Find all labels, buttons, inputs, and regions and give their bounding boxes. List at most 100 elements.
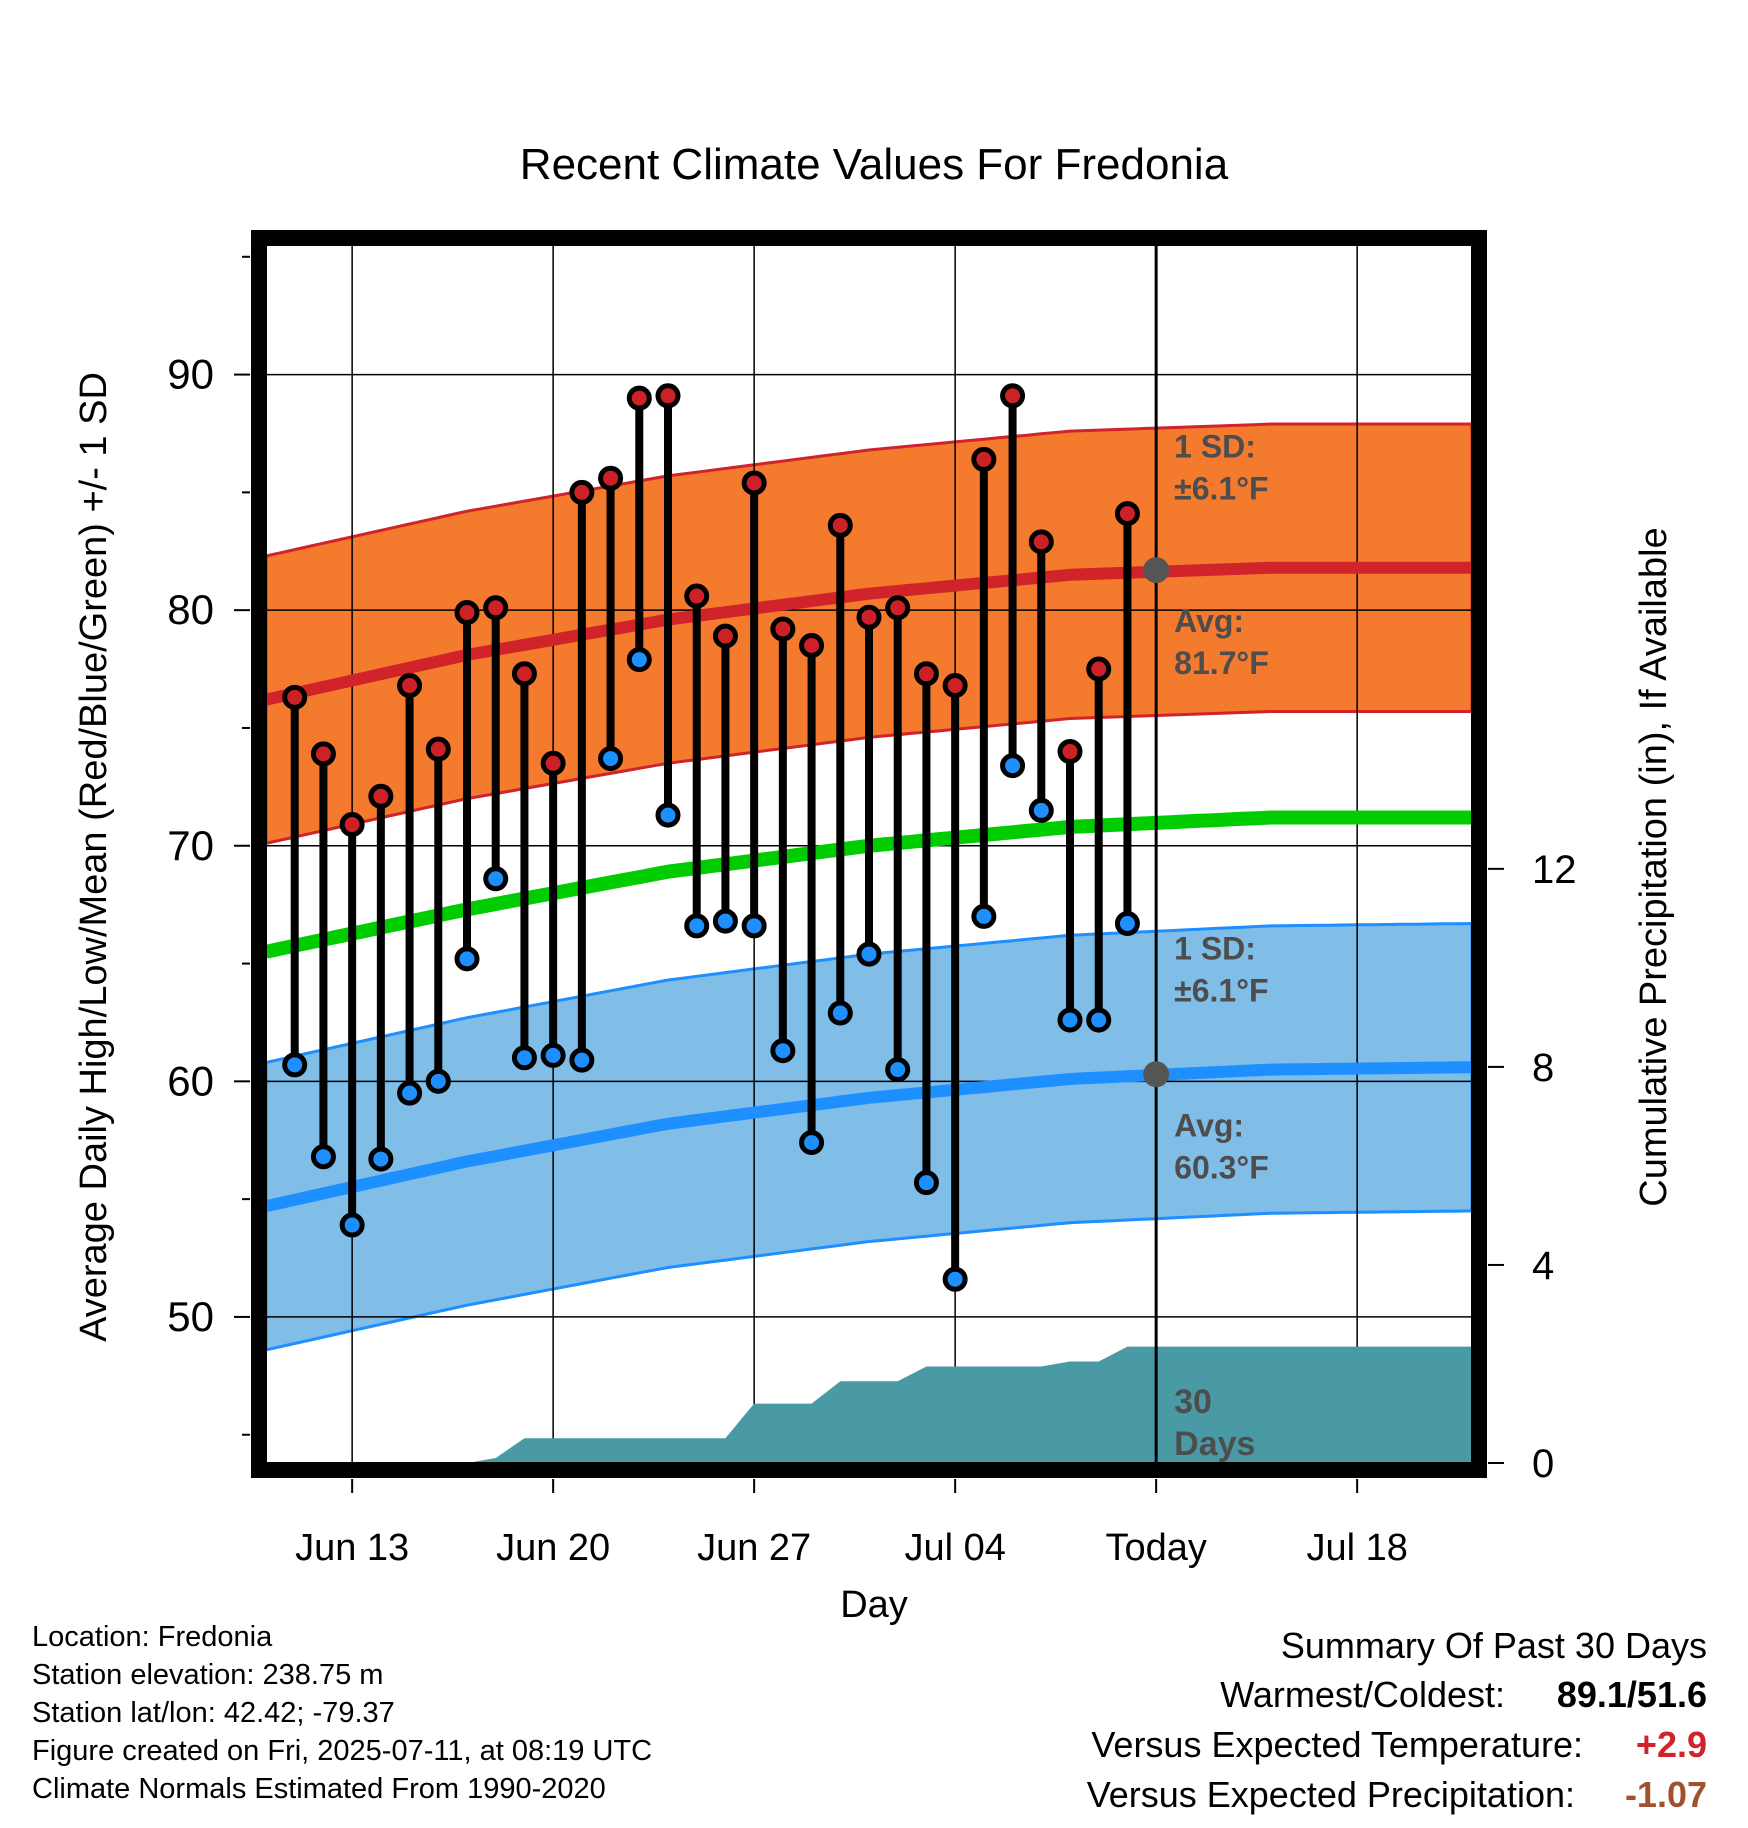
y-left-tick-label: 50 <box>167 1293 214 1340</box>
daily-low-point <box>799 1130 825 1156</box>
high-sd-label: 1 SD: <box>1174 428 1256 464</box>
daily-low-point <box>282 1052 308 1078</box>
warmest-coldest-label: Warmest/Coldest: <box>1220 1674 1505 1715</box>
x-tick-label: Today <box>1105 1527 1206 1569</box>
daily-high-point <box>397 673 423 699</box>
low-avg-label: 60.3°F <box>1174 1149 1269 1185</box>
daily-low-point <box>942 1266 968 1292</box>
y-left-tick-label: 80 <box>167 586 214 633</box>
daily-low-point <box>1000 753 1026 779</box>
y-right-tick-label: 12 <box>1532 848 1577 892</box>
daily-high-point <box>598 465 624 491</box>
created-text: Figure created on Fri, 2025-07-11, at 08… <box>32 1735 653 1767</box>
y-left-tick-label: 60 <box>167 1057 214 1104</box>
precipitation-area <box>266 1346 1472 1463</box>
low-sd-label: 1 SD: <box>1174 930 1256 966</box>
daily-high-point <box>684 583 710 609</box>
daily-high-point <box>339 812 365 838</box>
x-axis-label: Day <box>840 1584 908 1626</box>
daily-high-point <box>712 623 738 649</box>
value-separator: / <box>1626 1674 1637 1715</box>
precipitation-value: -1.07 <box>1624 1774 1707 1815</box>
y-left-tick-label: 70 <box>167 822 214 869</box>
low-avg-label: Avg: <box>1174 1107 1244 1143</box>
daily-low-point <box>569 1047 595 1073</box>
daily-low-point <box>655 802 681 828</box>
daily-low-point <box>712 908 738 934</box>
coldest-value: 51.6 <box>1636 1674 1707 1715</box>
chart-title: Recent Climate Values For Fredonia <box>520 140 1229 189</box>
daily-low-point <box>1057 1007 1083 1033</box>
x-tick-label: Jun 27 <box>697 1527 811 1569</box>
daily-high-point <box>885 595 911 621</box>
daily-low-point <box>540 1042 566 1068</box>
today-low-avg-dot <box>1143 1061 1170 1088</box>
high-sd-label: ±6.1°F <box>1174 470 1268 506</box>
daily-low-point <box>598 746 624 772</box>
temperature-label: Versus Expected Temperature: <box>1091 1724 1583 1765</box>
warmest-coldest-value: 89.1/51.6 <box>1533 1670 1707 1720</box>
daily-high-point <box>368 783 394 809</box>
daily-high-point <box>282 684 308 710</box>
x-tick-label: Jul 04 <box>904 1527 1005 1569</box>
x-tick-label: Jun 20 <box>496 1527 610 1569</box>
daily-low-point <box>511 1045 537 1071</box>
daily-high-point <box>827 512 853 538</box>
y-right-tick-label: 0 <box>1532 1442 1554 1486</box>
daily-low-point <box>339 1212 365 1238</box>
high-avg-label: 81.7°F <box>1174 645 1269 681</box>
station-info: Location: Fredonia Station elevation: 23… <box>32 1618 652 1808</box>
period-label: 30 <box>1174 1383 1212 1421</box>
daily-low-point <box>827 1000 853 1026</box>
avg-low-line <box>264 1061 1473 1213</box>
y-left-tick-label: 90 <box>167 351 214 398</box>
daily-high-point <box>856 604 882 630</box>
daily-low-point <box>885 1057 911 1083</box>
daily-low-point <box>397 1080 423 1106</box>
warmest-coldest-row: Warmest/Coldest: 89.1/51.6 <box>1087 1670 1707 1720</box>
daily-low-point <box>856 941 882 967</box>
daily-high-point <box>1086 656 1112 682</box>
y-right-tick-label: 8 <box>1532 1046 1554 1090</box>
summary-title: Summary Of Past 30 Days <box>1280 1625 1707 1666</box>
daily-high-point <box>1057 739 1083 765</box>
elevation-text: Station elevation: 238.75 m <box>32 1659 384 1691</box>
daily-low-point <box>1028 797 1054 823</box>
x-tick-label: Jun 13 <box>295 1527 409 1569</box>
today-marker <box>1143 245 1170 1463</box>
daily-high-point <box>626 385 652 411</box>
daily-low-point <box>971 903 997 929</box>
annotations: 1 SD: ±6.1°F Avg: 81.7°F 1 SD: ±6.1°F Avg: 60.3… <box>1174 428 1269 1463</box>
daily-high-point <box>1114 501 1140 527</box>
temperature-value: +2.9 <box>1635 1724 1707 1765</box>
today-high-avg-dot <box>1143 557 1170 584</box>
precipitation-row: Versus Expected Precipitation: -1.07 <box>1087 1770 1707 1820</box>
daily-low-point <box>770 1038 796 1064</box>
daily-low-point <box>626 647 652 673</box>
daily-low-point <box>454 946 480 972</box>
high-avg-label: Avg: <box>1174 603 1244 639</box>
plot-border <box>251 230 1487 1478</box>
plot-frame <box>251 230 1487 1478</box>
daily-high-point <box>569 479 595 505</box>
daily-low-point <box>1086 1007 1112 1033</box>
daily-low-point <box>741 913 767 939</box>
daily-bars <box>282 383 1140 1292</box>
low-sd-band <box>264 921 1474 1352</box>
period-label: Days <box>1174 1425 1255 1463</box>
daily-high-point <box>913 661 939 687</box>
daily-high-point <box>454 600 480 626</box>
daily-high-point <box>741 470 767 496</box>
daily-low-point <box>310 1144 336 1170</box>
daily-high-point <box>942 673 968 699</box>
summary-panel: Summary Of Past 30 Days Warmest/Coldest:… <box>1087 1622 1707 1820</box>
y-left-axis-label: Average Daily High/Low/Mean (Red/Blue/Gr… <box>73 372 115 1342</box>
daily-high-point <box>483 595 509 621</box>
daily-high-point <box>540 750 566 776</box>
daily-low-point <box>425 1068 451 1094</box>
axes: 50 60 70 80 90 0 4 8 12 Jun 13 Jun 20 Jun 27 Jul 04 T… <box>73 255 1675 1626</box>
daily-low-point <box>684 913 710 939</box>
y-right-axis-label: Cumulative Precipitation (in), If Availa… <box>1633 527 1675 1206</box>
normals-text: Climate Normals Estimated From 1990-2020 <box>32 1773 606 1805</box>
